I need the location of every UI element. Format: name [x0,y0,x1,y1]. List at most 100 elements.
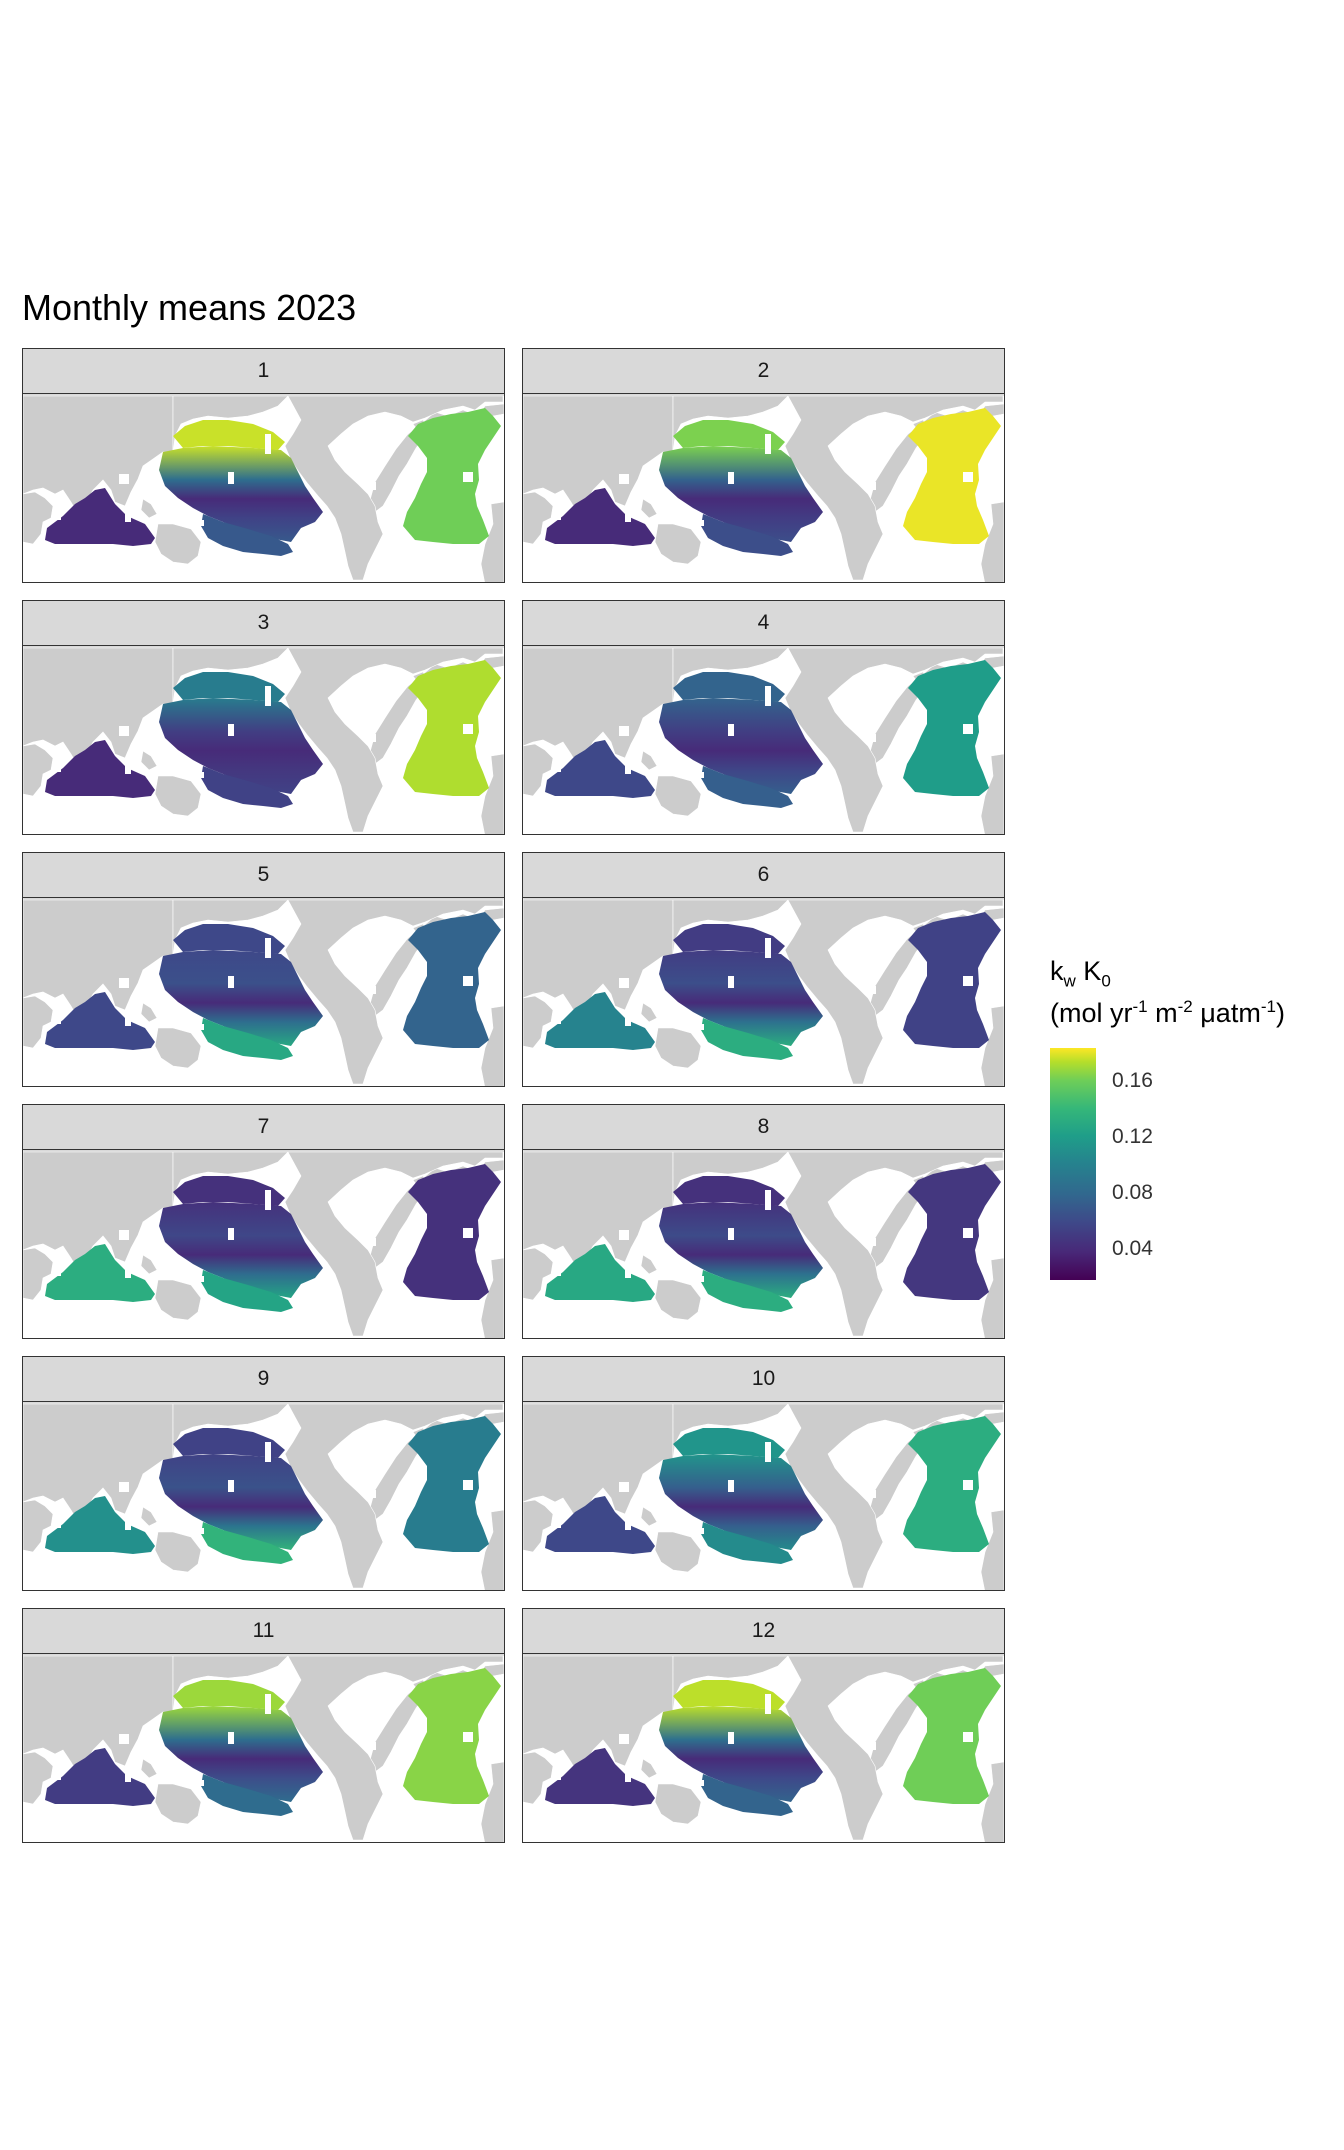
southern-pacific-band [701,1018,793,1060]
indian-ocean-field [545,1748,655,1806]
indian-ocean-field [545,488,655,546]
southern-pacific-band [701,766,793,808]
facet-strip-label: 5 [23,853,504,898]
pacific-ocean-field [159,950,323,1046]
ocean-map [523,1150,1004,1338]
colorbar [1050,1048,1096,1280]
pacific-ocean-field [159,1202,323,1298]
north-pacific-band [173,672,285,702]
facet-panel-10: 10 [522,1356,1005,1591]
atlantic-ocean-field [403,408,501,544]
facet-panel-12: 12 [522,1608,1005,1843]
indian-ocean-field [545,1244,655,1302]
land-layer [523,898,1004,1086]
indian-ocean-field [45,1748,155,1806]
ocean-map [23,1150,504,1338]
colorbar-tick-label: 0.12 [1112,1125,1153,1149]
masked-cells [553,1190,973,1282]
facet-strip-label: 4 [523,601,1004,646]
facet-strip-label: 11 [23,1609,504,1654]
ocean-map [23,1654,504,1842]
figure-title: Monthly means 2023 [22,287,357,328]
facet-panel-6: 6 [522,852,1005,1087]
atlantic-ocean-field [403,1164,501,1300]
indian-ocean-field [545,740,655,798]
southern-pacific-band [201,1270,293,1312]
north-pacific-band [673,1680,785,1710]
colorbar-tick [1096,1136,1104,1138]
land-layer [23,1402,504,1590]
land-layer [23,898,504,1086]
southern-pacific-band [701,1522,793,1564]
north-pacific-band [673,1176,785,1206]
masked-cells [53,1190,473,1282]
north-pacific-band [173,924,285,954]
masked-cells [553,434,973,526]
masked-cells [53,686,473,778]
southern-pacific-band [701,1270,793,1312]
masked-cells [553,1442,973,1534]
facet-strip-label: 2 [523,349,1004,394]
ocean-map [523,1654,1004,1842]
ocean-map [23,646,504,834]
land-layer [523,646,1004,834]
atlantic-ocean-field [903,1164,1001,1300]
masked-cells [53,1442,473,1534]
facet-panel-5: 5 [22,852,505,1087]
ocean-map [23,394,504,582]
north-pacific-band [673,924,785,954]
land-layer [23,646,504,834]
facet-panel-3: 3 [22,600,505,835]
atlantic-ocean-field [903,408,1001,544]
masked-cells [553,686,973,778]
land-layer [523,1654,1004,1842]
indian-ocean-field [545,992,655,1050]
land-layer [23,394,504,582]
southern-pacific-band [701,514,793,556]
southern-pacific-band [201,1018,293,1060]
ocean-map [523,646,1004,834]
north-pacific-band [173,1680,285,1710]
facet-strip-label: 12 [523,1609,1004,1654]
atlantic-ocean-field [403,912,501,1048]
facet-strip-label: 8 [523,1105,1004,1150]
facet-strip-label: 10 [523,1357,1004,1402]
north-pacific-band [673,1428,785,1458]
legend-title-line1: kw K0 [1050,956,1111,991]
masked-cells [53,938,473,1030]
pacific-ocean-field [659,1706,823,1802]
north-pacific-band [173,420,285,450]
land-layer [23,1150,504,1338]
colorbar-tick [1096,1191,1104,1194]
indian-ocean-field [545,1496,655,1554]
colorbar-tick-label: 0.04 [1112,1236,1153,1260]
ocean-map [523,394,1004,582]
atlantic-ocean-field [903,1416,1001,1552]
indian-ocean-field [45,992,155,1050]
colorbar-tick [1096,1080,1104,1082]
southern-pacific-band [701,1774,793,1816]
atlantic-ocean-field [903,660,1001,796]
facet-panel-4: 4 [522,600,1005,835]
facet-panel-7: 7 [22,1104,505,1339]
colorbar-legend: kw K0 (mol yr-1 m-2 μatm-1) 0.04 0.08 0.12… [1050,958,1340,1298]
facet-strip-label: 1 [23,349,504,394]
southern-pacific-band [201,514,293,556]
pacific-ocean-field [659,950,823,1046]
facet-strip-label: 7 [23,1105,504,1150]
ocean-map [523,898,1004,1086]
indian-ocean-field [45,1496,155,1554]
masked-cells [553,1694,973,1786]
facet-panel-2: 2 [522,348,1005,583]
indian-ocean-field [45,740,155,798]
facet-strip-label: 9 [23,1357,504,1402]
facet-panel-1: 1 [22,348,505,583]
masked-cells [53,1694,473,1786]
north-pacific-band [173,1176,285,1206]
pacific-ocean-field [159,698,323,794]
ocean-map [23,1402,504,1590]
pacific-ocean-field [659,1202,823,1298]
pacific-ocean-field [659,446,823,542]
atlantic-ocean-field [403,1416,501,1552]
colorbar-tick [1096,1247,1104,1250]
